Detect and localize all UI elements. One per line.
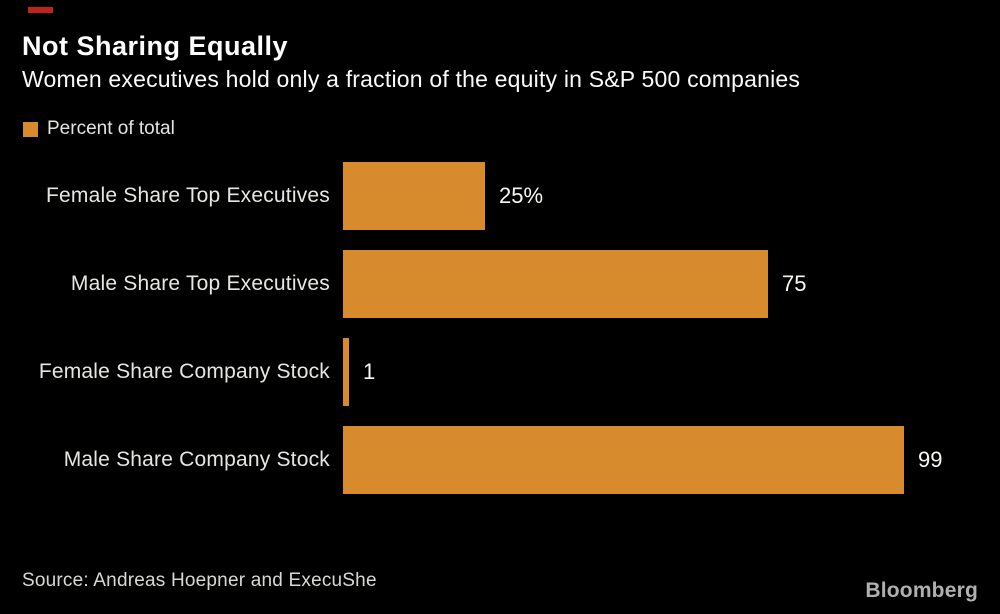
- bar: [343, 250, 768, 318]
- category-label: Male Share Company Stock: [63, 448, 330, 471]
- bar: [343, 426, 904, 494]
- legend-label: Percent of total: [47, 118, 175, 139]
- category-label: Female Share Company Stock: [38, 360, 330, 383]
- chart-subtitle: Women executives hold only a fraction of…: [22, 66, 801, 92]
- source-credit: Source: Andreas Hoepner and ExecuShe: [22, 570, 377, 591]
- value-label: 75: [782, 271, 807, 296]
- legend: Percent of total: [23, 118, 175, 140]
- bar-row: Female Share Company Stock 1: [0, 338, 1000, 406]
- bar-row: Male Share Top Executives 75: [0, 250, 1000, 318]
- category-label: Female Share Top Executives: [46, 184, 330, 207]
- bar: [343, 162, 485, 230]
- bloomberg-red-dash-icon: [28, 7, 53, 13]
- bar-row: Male Share Company Stock 99: [0, 426, 1000, 494]
- bar-row: Female Share Top Executives 25%: [0, 162, 1000, 230]
- legend-swatch-icon: [23, 121, 38, 137]
- bloomberg-logo: Bloomberg: [865, 579, 978, 602]
- value-label: 1: [363, 359, 376, 384]
- chart-title: Not Sharing Equally: [22, 31, 289, 61]
- value-label: 25%: [499, 183, 544, 208]
- value-label: 99: [918, 447, 943, 472]
- category-label: Male Share Top Executives: [70, 272, 330, 295]
- bar: [343, 338, 349, 406]
- bar-chart: Female Share Top Executives 25% Male Sha…: [0, 162, 1000, 494]
